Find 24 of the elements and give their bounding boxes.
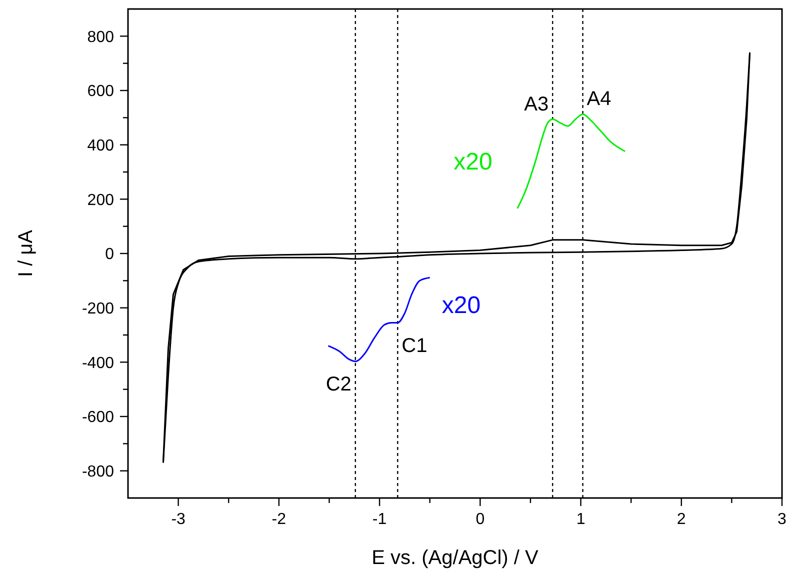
series-label: x20: [442, 292, 481, 320]
x-tick-label: 3: [778, 511, 787, 528]
y-axis-title: I / μA: [15, 229, 37, 278]
annotation: C1: [402, 334, 428, 357]
y-tick-label: 800: [87, 28, 114, 46]
y-tick-label: -200: [82, 300, 114, 318]
annotation: C2: [326, 373, 352, 396]
x-tick-label: -1: [372, 511, 387, 528]
y-tick-label: -400: [82, 354, 114, 372]
x-axis-title: E vs. (Ag/AgCl) / V: [372, 547, 540, 569]
annotation: A3: [524, 93, 549, 116]
y-tick-label: 200: [87, 192, 114, 209]
y-tick-label: 400: [87, 137, 114, 154]
y-tick-label: 600: [87, 83, 114, 100]
series-label: x20: [454, 148, 492, 176]
x-tick-label: -2: [272, 511, 286, 528]
y-tick-label: -800: [82, 463, 114, 480]
x-tick-label: 2: [676, 511, 686, 528]
y-tick-label: 0: [105, 246, 114, 264]
x-tick-label: -3: [171, 511, 186, 528]
x-tick-label: 1: [576, 511, 586, 528]
x-tick-label: 0: [476, 511, 485, 528]
annotation: A4: [586, 88, 612, 110]
y-tick-label: -600: [82, 409, 114, 426]
